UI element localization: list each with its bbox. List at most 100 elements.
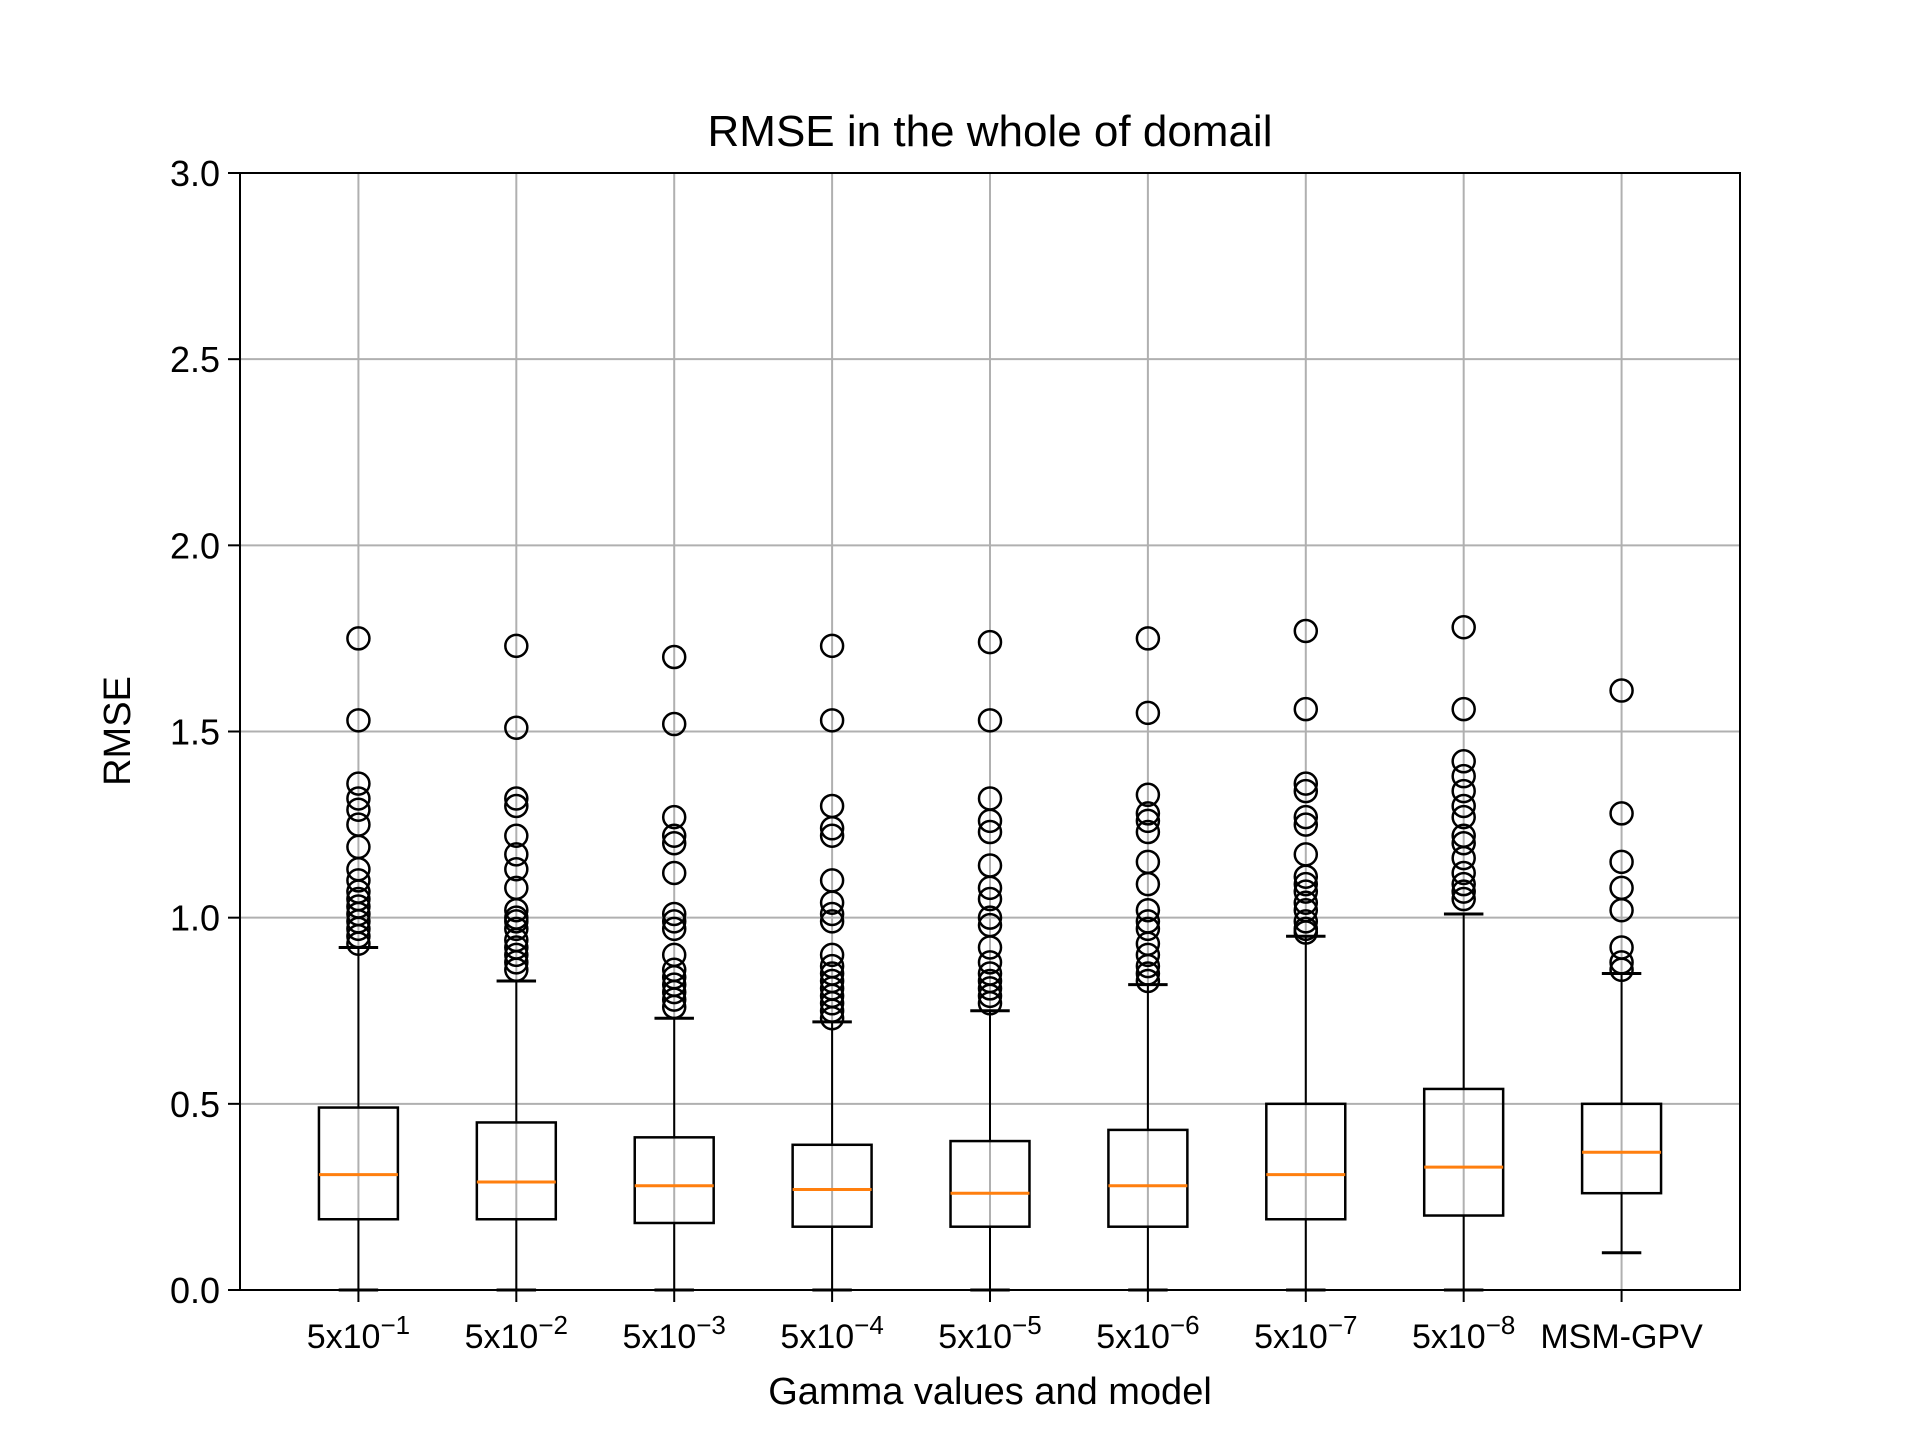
- outlier-point: [977, 983, 1003, 1009]
- box-iqr: [1580, 1102, 1663, 1195]
- x-tick-label-exponent: −3: [696, 1310, 726, 1340]
- outlier-point: [661, 644, 687, 670]
- outlier-point: [504, 633, 529, 659]
- outlier-point: [504, 823, 529, 849]
- x-tick-label: 5x10−8: [1412, 1310, 1515, 1356]
- x-axis-label: Gamma values and model: [768, 1371, 1212, 1413]
- x-tick-label-base: 5x10: [1254, 1318, 1328, 1356]
- outlier-point: [1609, 801, 1634, 826]
- outlier-point: [1293, 890, 1319, 916]
- outlier-point: [1135, 808, 1161, 834]
- outlier-point: [661, 901, 687, 927]
- x-tick-label-base: 5x10: [780, 1318, 854, 1356]
- outlier-point: [1135, 700, 1161, 726]
- x-axis: 5x10−1 5x10−2 5x10−3 5x10−4 5x10−5 5x10−6 5x10…: [307, 1290, 1703, 1356]
- outlier-point: [346, 924, 371, 949]
- outlier-point: [346, 868, 371, 893]
- x-tick-label-base: MSM-GPV: [1540, 1318, 1703, 1356]
- y-axis: 0.0 0.5 1.0 1.5 2.0 2.5 3.0: [170, 153, 240, 1311]
- x-tick-label: 5x10−7: [1254, 1310, 1357, 1356]
- outlier-point: [819, 998, 845, 1023]
- outlier-point: [819, 633, 845, 659]
- outlier-point: [1293, 618, 1319, 644]
- outlier-point: [819, 823, 845, 849]
- outlier-point: [346, 931, 371, 956]
- y-tick-label: 0.5: [170, 1084, 220, 1125]
- outlier-point: [977, 991, 1003, 1016]
- outlier-point: [661, 823, 687, 849]
- outlier-point: [1135, 819, 1161, 845]
- outlier-point: [1135, 953, 1161, 979]
- outlier-point: [819, 890, 845, 916]
- outlier-point: [504, 909, 529, 934]
- outlier-point: [1293, 812, 1319, 837]
- outlier-point: [977, 905, 1003, 930]
- box-group: [475, 633, 558, 1292]
- x-tick-label-base: 5x10: [1096, 1318, 1170, 1356]
- box-iqr: [791, 1143, 873, 1228]
- box-iqr: [1422, 1087, 1505, 1217]
- outlier-point: [1609, 950, 1634, 975]
- outlier-point: [346, 708, 371, 733]
- box-group: [1265, 618, 1347, 1292]
- outlier-point: [346, 771, 371, 796]
- outlier-point: [1609, 897, 1634, 923]
- outlier-point: [1451, 614, 1476, 640]
- outlier-point: [1451, 860, 1476, 886]
- outlier-point: [346, 786, 371, 811]
- outlier-point: [661, 909, 687, 934]
- outlier-point: [977, 950, 1003, 975]
- outlier-point: [661, 987, 687, 1012]
- outlier-point: [1451, 830, 1476, 856]
- outlier-point: [1293, 804, 1319, 830]
- outlier-point: [977, 708, 1003, 733]
- outlier-point: [977, 808, 1003, 834]
- outlier-point: [1609, 849, 1634, 875]
- x-tick-label-base: 5x10: [623, 1318, 697, 1356]
- chart-title: RMSE in the whole of domail: [708, 107, 1273, 156]
- outlier-point: [1135, 916, 1161, 942]
- outlier-point: [977, 886, 1003, 912]
- outlier-point: [504, 916, 529, 942]
- box-iqr: [317, 1106, 400, 1221]
- outlier-point: [1293, 778, 1319, 804]
- outlier-point: [1451, 763, 1476, 789]
- x-tick-label-exponent: −4: [854, 1310, 884, 1340]
- box-series: [317, 614, 1663, 1292]
- outlier-point: [1293, 696, 1319, 722]
- outlier-point: [1451, 804, 1476, 830]
- outlier-point: [1609, 678, 1634, 703]
- y-tick-label: 2.0: [170, 525, 220, 566]
- y-tick-label: 1.0: [170, 898, 220, 939]
- outlier-point: [504, 942, 529, 968]
- outlier-point: [1293, 909, 1319, 934]
- outlier-point: [819, 991, 845, 1016]
- outlier-point: [1293, 920, 1319, 945]
- outlier-point: [819, 1005, 845, 1031]
- x-tick-label: 5x10−1: [307, 1310, 410, 1356]
- outlier-point: [661, 860, 687, 886]
- outlier-point: [661, 830, 687, 856]
- outlier-point: [977, 976, 1003, 1001]
- outlier-point: [1135, 782, 1161, 808]
- x-tick-label-base: 5x10: [938, 1318, 1012, 1356]
- outlier-point: [504, 842, 529, 867]
- outlier-point: [504, 857, 529, 882]
- x-tick-label: 5x10−3: [623, 1310, 726, 1356]
- outlier-point: [346, 626, 371, 651]
- outlier-point: [504, 715, 529, 741]
- x-tick-label-exponent: −5: [1012, 1310, 1042, 1340]
- box-group: [949, 629, 1031, 1292]
- box-iqr: [1107, 1128, 1189, 1228]
- outlier-point: [819, 901, 845, 927]
- outlier-point: [661, 916, 687, 942]
- outlier-point: [1451, 871, 1476, 897]
- outlier-point: [504, 793, 529, 819]
- outlier-point: [1135, 897, 1161, 923]
- y-tick-label: 0.0: [170, 1270, 220, 1311]
- x-tick-label: MSM-GPV: [1540, 1318, 1703, 1356]
- box-iqr: [475, 1121, 558, 1221]
- outlier-point: [819, 708, 845, 733]
- outlier-point: [1293, 864, 1319, 889]
- box-iqr: [1265, 1102, 1347, 1221]
